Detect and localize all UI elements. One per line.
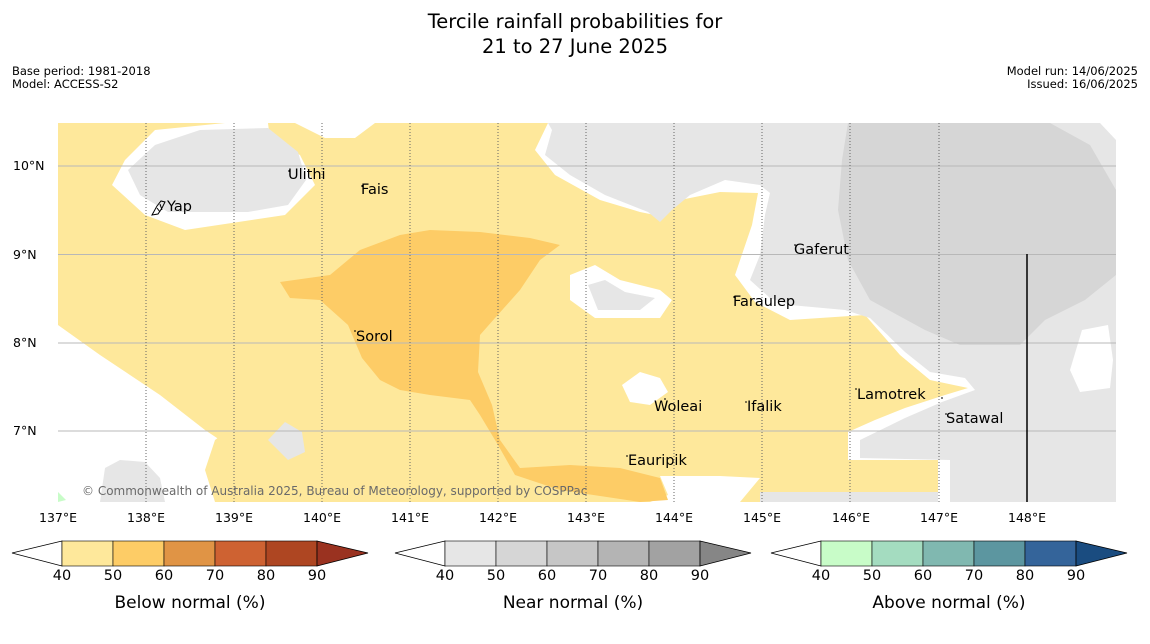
meta-right: Model run: 14/06/2025 Issued: 16/06/2025 [1007,65,1138,91]
lon-label-138e: 138°E [126,510,166,525]
base-period: Base period: 1981-2018 [12,64,151,78]
colorbar-above-segment [1024,540,1077,567]
colorbar-near-segment [597,540,650,567]
colorbar-near-segment [648,540,701,567]
colorbar-below-segment [163,540,216,567]
near-normal-patch-bottom [760,492,938,502]
tick-label: 90 [690,568,710,584]
colorbar-near-extend-high [699,540,752,567]
place-label-woleai: Woleai [654,399,703,415]
colorbar-above-segment [820,540,873,567]
colorbar-above-title: Above normal (%) [872,593,1026,613]
yap-island-shape [151,200,166,216]
colorbar-below-segment [214,540,267,567]
tick-label: 60 [154,568,174,584]
meta-left: Base period: 1981-2018 Model: ACCESS-S2 [12,65,151,91]
tick-label: 60 [913,568,933,584]
colorbar-below-normal [11,540,369,567]
lon-label-137e: 137°E [38,510,78,525]
lon-label-146e: 146°E [831,510,871,525]
tick-label: 40 [52,568,72,584]
colorbar-near-segment [546,540,599,567]
tick-label: 60 [537,568,557,584]
lat-label-8n: 8°N [13,335,37,350]
colorbar-near-normal [394,540,752,567]
place-label-sorol: Sorol [356,329,393,345]
colorbar-below-extend-high [316,540,369,567]
tick-label: 70 [964,568,984,584]
colorbar-above-normal [770,540,1128,567]
lon-label-143e: 143°E [566,510,606,525]
lon-label-139e: 139°E [214,510,254,525]
place-label-yap: Yap [167,199,192,215]
tick-label: 90 [307,568,327,584]
colorbar-above-extend-high [1075,540,1128,567]
map-title: Tercile rainfall probabilities for 21 to… [0,9,1150,59]
tick-label: 70 [205,568,225,584]
colorbar-near-extend-low [394,540,446,567]
tick-label: 70 [588,568,608,584]
place-label-gaferut: Gaferut [794,242,849,258]
tick-label: 40 [435,568,455,584]
model-name: Model: ACCESS-S2 [12,77,119,91]
tick-label: 50 [103,568,123,584]
place-label-lamotrek: Lamotrek [857,387,926,403]
tick-label: 40 [811,568,831,584]
lon-label-144e: 144°E [654,510,694,525]
white-gap-east [1070,325,1113,392]
colorbar-below-segment [265,540,318,567]
white-gap-woleai [622,372,668,405]
place-label-fais: Fais [361,182,389,198]
tick-label: 80 [1015,568,1035,584]
place-label-eauripik: Eauripik [628,453,687,469]
tick-label: 50 [862,568,882,584]
island-markers [151,170,947,457]
colorbar-above-extend-low [770,540,822,567]
colorbar-below-segment [112,540,165,567]
tick-label: 90 [1066,568,1086,584]
place-label-faraulep: Faraulep [733,294,796,310]
lon-label-145e: 145°E [742,510,782,525]
below-normal-40-50-region [58,123,968,502]
title-line-1: Tercile rainfall probabilities for [427,10,723,33]
near-normal-inner [588,280,655,310]
near-normal-patch-southwest [100,460,165,502]
title-line-2: 21 to 27 June 2025 [481,35,669,58]
colorbar-near-segment [495,540,548,567]
below-normal-50-60-region [280,230,668,502]
lon-label-140e: 140°E [302,510,342,525]
colorbar-above-segment [871,540,924,567]
map-fields [58,123,1116,502]
place-label-ulithi: Ulithi [288,167,326,183]
near-normal-50-60-region [838,123,1116,345]
lon-label-142e: 142°E [478,510,518,525]
colorbar-below-title: Below normal (%) [114,593,266,613]
lat-label-9n: 9°N [13,247,37,262]
above-normal-40-50-patch [58,492,66,502]
copyright-notice: © Commonwealth of Australia 2025, Bureau… [82,484,588,498]
colorbar-above-segment [922,540,975,567]
tick-label: 80 [639,568,659,584]
colorbar-near-segment [444,540,497,567]
place-label-ifalik: Ifalik [747,399,782,415]
tick-label: 50 [486,568,506,584]
colorbar-above-segment [973,540,1026,567]
lon-label-148e: 148°E [1007,510,1047,525]
colorbar-below-segment [61,540,114,567]
colorbar-near-title: Near normal (%) [502,593,644,613]
lon-label-141e: 141°E [390,510,430,525]
colorbar-below-extend-low [11,540,63,567]
model-run: Model run: 14/06/2025 [1006,64,1138,78]
place-label-satawal: Satawal [946,411,1004,427]
tick-label: 80 [256,568,276,584]
lat-label-10n: 10°N [13,158,45,173]
lat-label-7n: 7°N [13,423,37,438]
lon-grid-lines [145,123,940,502]
issued-date: Issued: 16/06/2025 [1027,77,1138,91]
near-normal-patch-north [128,128,306,212]
lon-label-147e: 147°E [919,510,959,525]
